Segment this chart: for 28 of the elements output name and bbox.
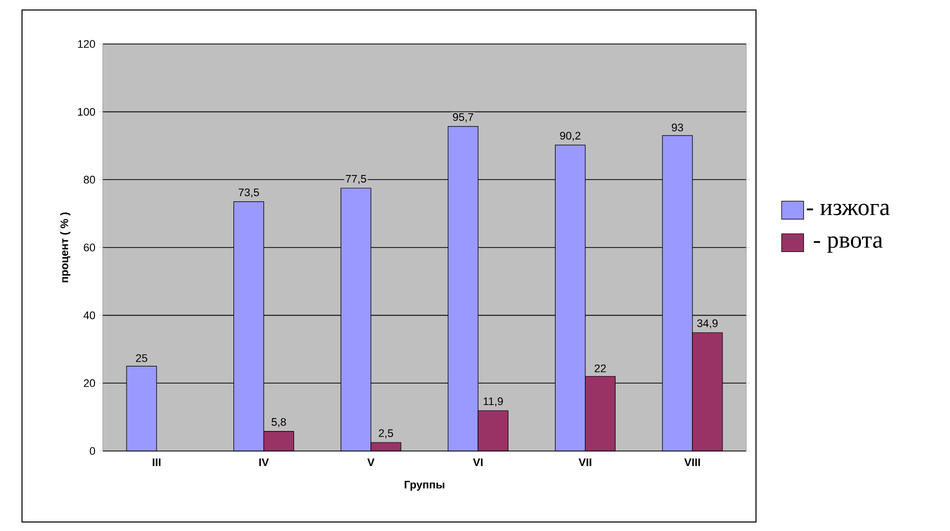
data-label: 25: [136, 354, 148, 362]
y-tick-label: 80: [84, 176, 96, 184]
data-label: 93: [672, 124, 684, 132]
y-tick-label: 40: [84, 311, 96, 320]
data-label: 95,7: [452, 113, 474, 122]
x-tick-label: VII: [578, 458, 592, 466]
y-tick-label: 60: [84, 244, 96, 252]
y-tick-label: 20: [84, 379, 96, 388]
x-tick-label: VIII: [684, 458, 700, 466]
y-axis-title: процент ( % ): [60, 212, 70, 282]
legend-label: - рвота: [814, 236, 883, 253]
data-label: 22: [594, 364, 606, 372]
data-label: 5,8: [272, 418, 286, 428]
data-label: 73,5: [238, 188, 259, 198]
data-label: 77,5: [346, 175, 366, 184]
y-tick-label: 100: [78, 108, 96, 116]
data-label: 90,2: [560, 132, 580, 141]
legend-label: - изжога: [806, 204, 890, 216]
y-tick-label: 120: [78, 40, 96, 48]
data-label: 34,9: [697, 319, 718, 328]
data-label: 2,5: [378, 429, 394, 438]
x-tick-label: IV: [259, 458, 269, 466]
y-tick-label: 0: [90, 447, 96, 455]
data-label: 11,9: [484, 397, 503, 406]
x-axis-title: Группы: [404, 480, 444, 491]
x-tick-label: VI: [472, 458, 483, 466]
x-tick-label: V: [367, 458, 375, 466]
x-tick-label: III: [152, 458, 160, 466]
